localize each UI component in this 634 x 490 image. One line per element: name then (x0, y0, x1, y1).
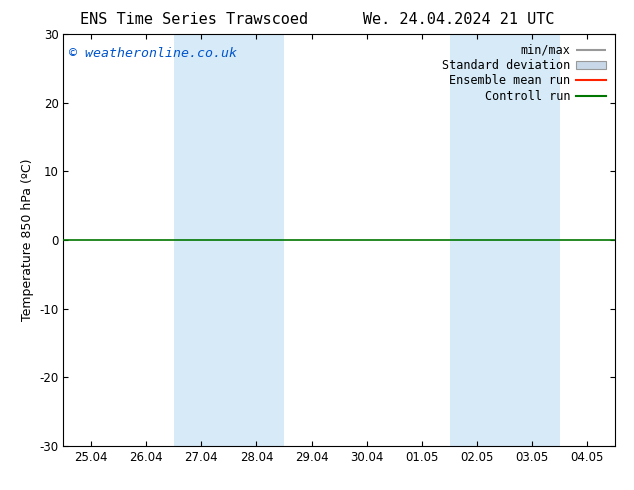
Bar (174, 34, 284, 446)
Legend: min/max, Standard deviation, Ensemble mean run, Controll run: min/max, Standard deviation, Ensemble me… (438, 40, 609, 106)
Y-axis label: Temperature 850 hPa (ºC): Temperature 850 hPa (ºC) (21, 159, 34, 321)
Text: ENS Time Series Trawscoed      We. 24.04.2024 21 UTC: ENS Time Series Trawscoed We. 24.04.2024… (80, 12, 554, 27)
Bar (450, 34, 560, 446)
Text: © weatheronline.co.uk: © weatheronline.co.uk (69, 47, 237, 60)
